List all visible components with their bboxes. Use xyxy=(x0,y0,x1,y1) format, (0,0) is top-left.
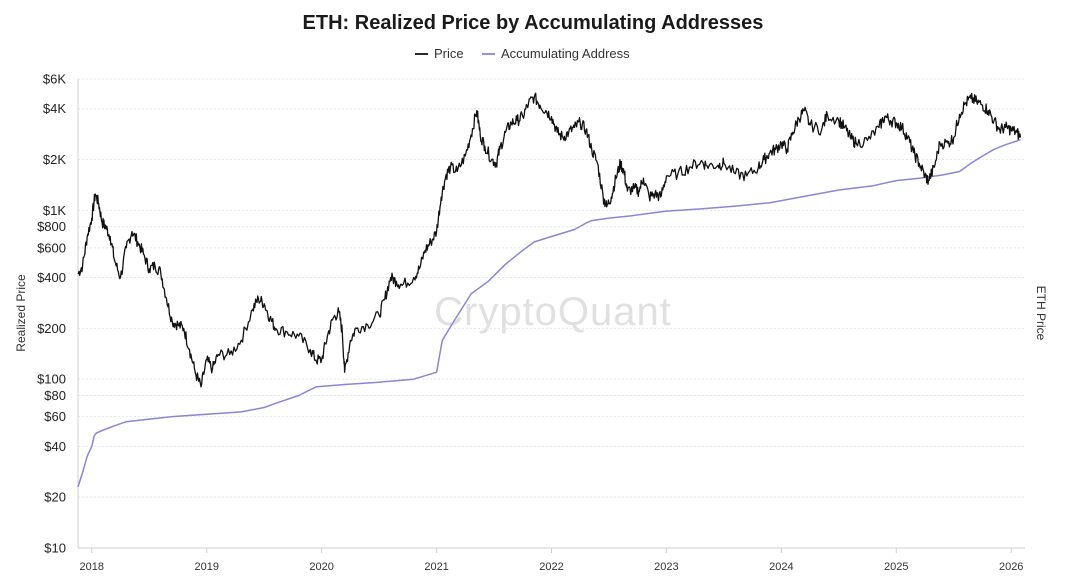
series-lines xyxy=(77,92,1022,488)
axes: $6K $4K $2K $1K$800 $600 $400 $200 $100$80 $60 $4… xyxy=(37,72,1025,573)
y-axis-title-right: ETH Price xyxy=(1034,286,1048,341)
y-tick-label: $800 xyxy=(37,219,66,234)
y-tick-label: $200 xyxy=(37,321,66,336)
series-line-accumulating-address xyxy=(77,138,1021,488)
legend: Price Accumulating Address xyxy=(415,46,630,61)
y-tick-label: $40 xyxy=(44,439,66,454)
y-tick-label: $80 xyxy=(44,388,66,403)
y-tick-label: $4K xyxy=(43,101,66,116)
y-tick-label: $100 xyxy=(37,372,66,387)
legend-accumulating-label: Accumulating Address xyxy=(501,46,630,61)
y-axis-title-left: Realized Price xyxy=(14,274,28,352)
x-tick-label: 2025 xyxy=(884,561,908,573)
x-tick-label: 2019 xyxy=(194,561,218,573)
y-tick-label: $20 xyxy=(44,490,66,505)
x-tick-label: 2022 xyxy=(539,561,563,573)
series-line-price xyxy=(77,92,1022,388)
x-tick-label: 2021 xyxy=(424,561,448,573)
watermark: CryptoQuant xyxy=(434,290,672,334)
y-tick-label: $600 xyxy=(37,240,66,255)
y-tick-label: $10 xyxy=(44,541,66,556)
y-tick-label: $60 xyxy=(44,409,66,424)
y-tick-label: $6K xyxy=(43,72,66,87)
y-tick-label: $1K xyxy=(43,203,66,218)
y-tick-label: $400 xyxy=(37,270,66,285)
legend-price-label: Price xyxy=(434,46,464,61)
gridlines xyxy=(78,78,1025,549)
y-tick-label: $2K xyxy=(43,152,66,167)
x-tick-label: 2023 xyxy=(654,561,678,573)
x-tick-label: 2020 xyxy=(309,561,333,573)
chart-title: ETH: Realized Price by Accumulating Addr… xyxy=(303,12,764,34)
x-tick-label: 2024 xyxy=(769,561,793,573)
x-tick-label: 2018 xyxy=(80,561,104,573)
x-tick-label: 2026 xyxy=(999,561,1023,573)
